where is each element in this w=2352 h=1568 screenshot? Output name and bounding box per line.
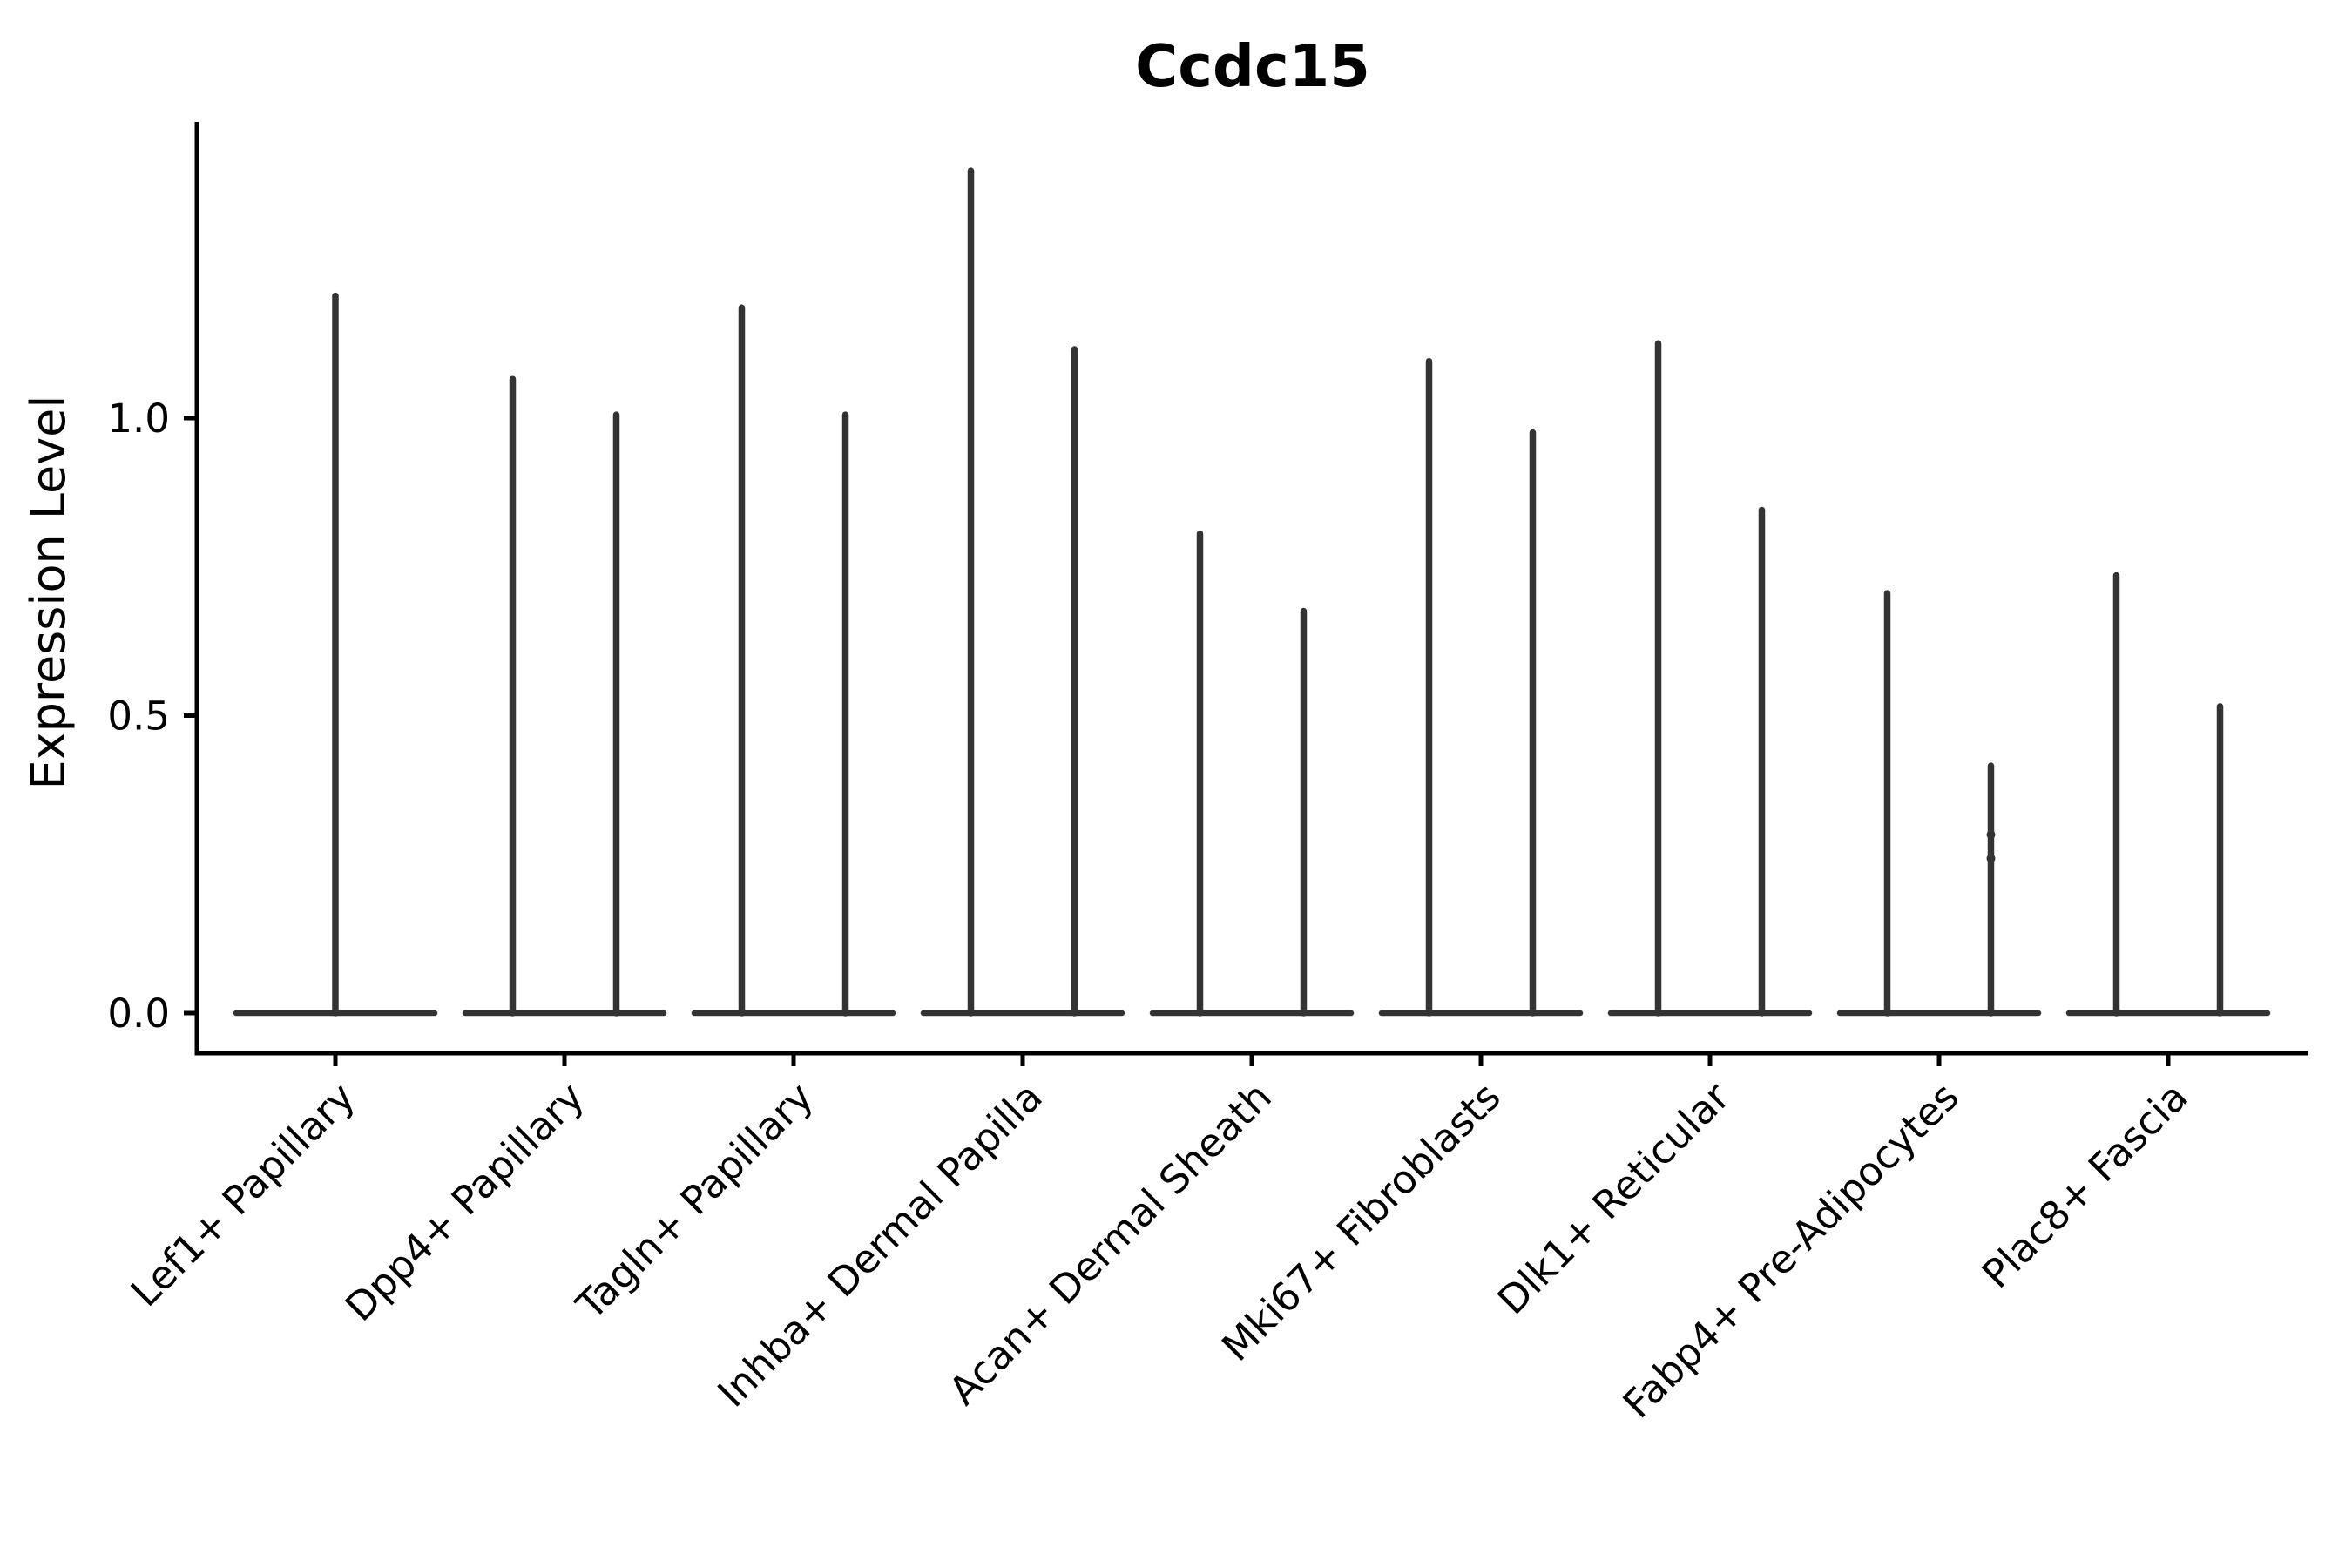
tail-knot-point	[1986, 830, 1996, 840]
x-tick-label: Dpp4+ Papillary	[336, 1073, 593, 1330]
x-tick-label: Plac8+ Fascia	[1973, 1073, 2197, 1297]
y-axis-label: Expression Level	[21, 395, 76, 790]
x-tick-label: Dlk1+ Reticular	[1489, 1073, 1739, 1323]
axis-spines	[194, 122, 2308, 1056]
axes	[194, 122, 2308, 1056]
violins-group	[233, 167, 2271, 1017]
chart-title: Ccdc15	[1135, 32, 1370, 100]
y-tick-label: 0.5	[107, 693, 170, 740]
y-axis-ticks: 0.0 0.5 1.0	[107, 395, 197, 1037]
x-tick-label: Lef1+ Papillary	[122, 1073, 364, 1315]
tail-knot-point	[1986, 854, 1996, 863]
y-tick-label: 1.0	[107, 395, 170, 442]
x-tick-label: Tagln+ Papillary	[567, 1073, 822, 1328]
y-tick-label: 0.0	[107, 990, 170, 1037]
